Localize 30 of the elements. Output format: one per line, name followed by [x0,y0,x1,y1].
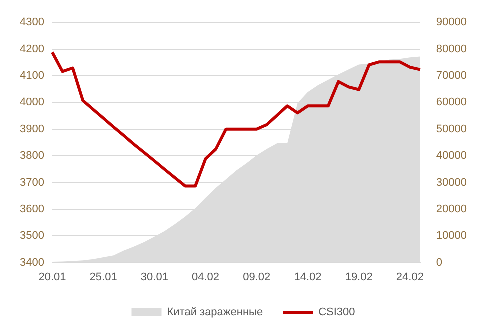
y-tick-label: 3700 [20,176,44,189]
x-tick-label: 19.02 [345,271,373,284]
legend-label: Китай зараженные [167,306,264,319]
y2-tick-label: 90000 [436,16,468,29]
y2-tick-label: 80000 [436,43,468,56]
x-tick-label: 24.02 [396,271,424,284]
y2-tick-label: 0 [436,256,443,269]
y2-tick-label: 30000 [436,176,468,189]
x-tick-label: 09.02 [243,271,271,284]
y-tick-label: 4000 [20,96,44,109]
x-tick-label: 04.02 [192,271,220,284]
y-tick-label: 3500 [20,230,44,242]
x-tick-label: 20.01 [38,271,66,284]
y-tick-label: 3600 [20,203,44,216]
x-tick-label: 14.02 [294,271,322,284]
y2-tick-label: 70000 [436,70,468,82]
legend-label: CSI300 [318,306,356,319]
y-tick-label: 3800 [20,150,44,162]
y-tick-label: 4300 [20,16,44,29]
y2-tick-label: 20000 [436,203,468,216]
y2-tick-label: 50000 [436,123,468,136]
y-tick-label: 4100 [20,70,44,82]
y-tick-label: 4200 [20,43,44,56]
x-tick-label: 25.01 [90,271,118,284]
y-tick-label: 3900 [20,123,44,136]
y2-tick-label: 10000 [436,230,468,242]
y-tick-label: 3400 [20,256,44,269]
x-tick-label: 30.01 [140,271,168,284]
y2-tick-label: 40000 [436,150,468,162]
y2-tick-label: 60000 [436,96,468,109]
